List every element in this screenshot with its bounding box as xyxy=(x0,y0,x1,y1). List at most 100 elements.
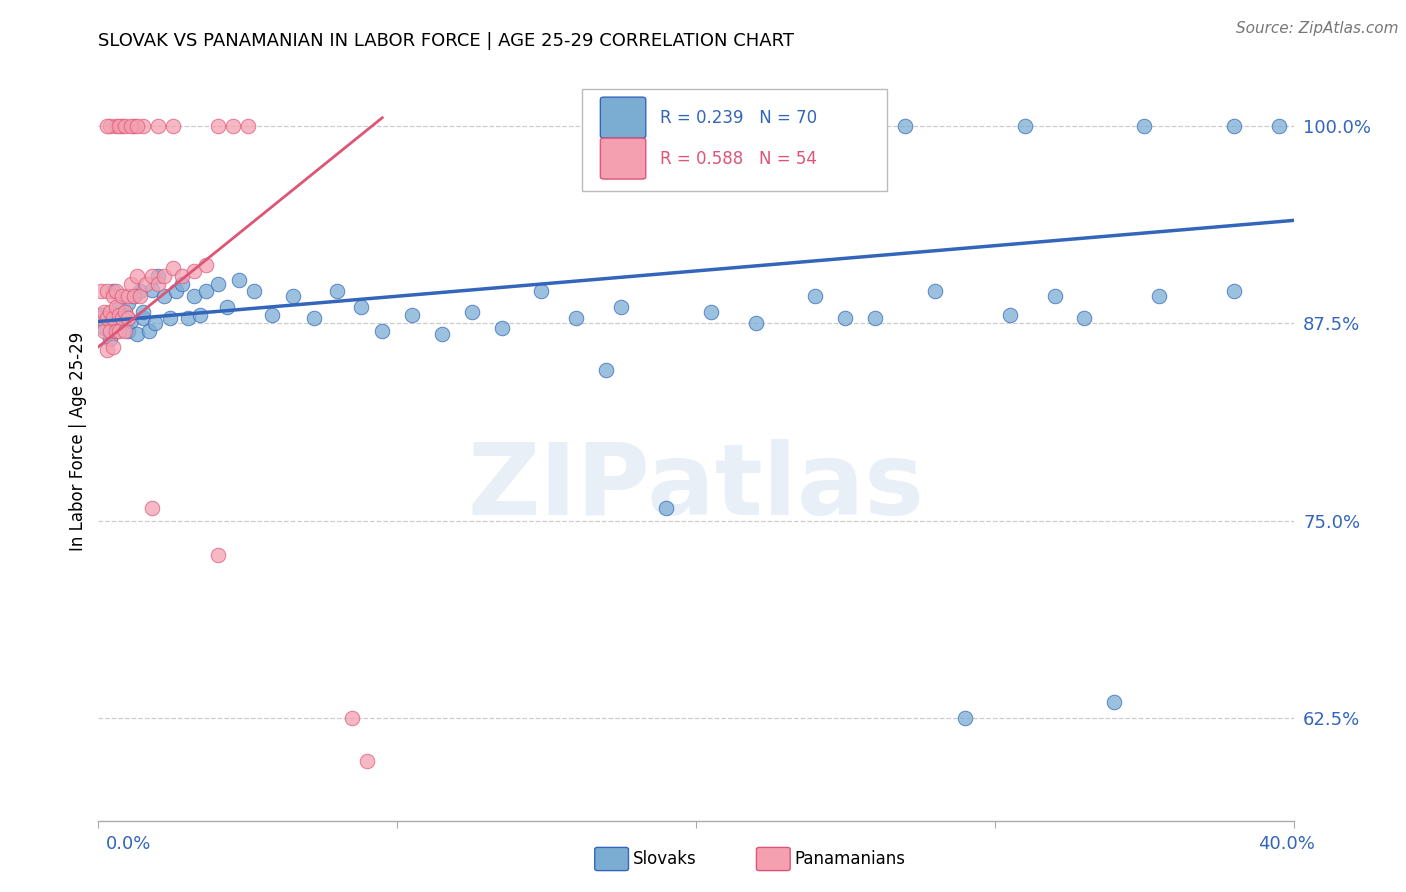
FancyBboxPatch shape xyxy=(582,89,887,191)
Point xyxy=(1267,119,1289,133)
Point xyxy=(114,305,136,319)
Point xyxy=(93,324,115,338)
Point xyxy=(148,119,170,133)
Point xyxy=(356,754,378,768)
Point xyxy=(172,268,194,283)
Point xyxy=(195,258,218,272)
Point xyxy=(714,119,737,133)
Point xyxy=(228,273,250,287)
Point xyxy=(1223,119,1246,133)
Point xyxy=(953,711,976,725)
Point xyxy=(117,295,139,310)
Text: 0.0%: 0.0% xyxy=(105,835,150,853)
Point xyxy=(103,340,125,354)
Point xyxy=(183,264,205,278)
Point xyxy=(1014,119,1036,133)
Point xyxy=(132,305,155,319)
Point xyxy=(117,289,139,303)
Point xyxy=(865,311,887,326)
Point xyxy=(260,308,283,322)
FancyBboxPatch shape xyxy=(595,847,628,871)
Point xyxy=(530,285,553,299)
Point xyxy=(302,311,325,326)
Point xyxy=(103,311,125,326)
Point xyxy=(595,363,617,377)
Point xyxy=(143,316,166,330)
Point xyxy=(98,119,122,133)
Point xyxy=(207,119,229,133)
Point xyxy=(127,268,149,283)
Point xyxy=(90,311,112,326)
Point xyxy=(700,305,723,319)
Point xyxy=(491,321,513,335)
Point xyxy=(924,285,946,299)
Point xyxy=(745,316,768,330)
Point xyxy=(108,308,131,322)
Point xyxy=(1147,289,1170,303)
Text: R = 0.588   N = 54: R = 0.588 N = 54 xyxy=(661,150,817,168)
Point xyxy=(93,321,115,335)
Point xyxy=(90,308,112,322)
Point xyxy=(103,289,125,303)
Point xyxy=(461,305,484,319)
Point xyxy=(998,308,1021,322)
Point xyxy=(96,311,118,326)
Point xyxy=(281,289,304,303)
Point xyxy=(141,283,163,297)
Point xyxy=(108,300,131,314)
Point xyxy=(105,300,128,314)
Point xyxy=(90,285,112,299)
Point xyxy=(114,324,136,338)
Point xyxy=(159,311,181,326)
Point xyxy=(371,324,394,338)
Point xyxy=(610,300,633,314)
Point xyxy=(93,305,115,319)
Point xyxy=(111,311,134,326)
Text: SLOVAK VS PANAMANIAN IN LABOR FORCE | AGE 25-29 CORRELATION CHART: SLOVAK VS PANAMANIAN IN LABOR FORCE | AG… xyxy=(98,32,794,50)
Point xyxy=(111,289,134,303)
Point xyxy=(894,119,917,133)
Point xyxy=(105,324,128,338)
FancyBboxPatch shape xyxy=(756,847,790,871)
Text: R = 0.239   N = 70: R = 0.239 N = 70 xyxy=(661,109,817,127)
Point xyxy=(98,324,122,338)
Point xyxy=(162,260,184,275)
Point xyxy=(195,285,218,299)
Point xyxy=(127,119,149,133)
Point xyxy=(1133,119,1156,133)
Point xyxy=(215,300,238,314)
FancyBboxPatch shape xyxy=(600,97,645,138)
Point xyxy=(401,308,423,322)
Point xyxy=(96,285,118,299)
Point xyxy=(153,289,176,303)
Point xyxy=(117,324,139,338)
Text: Slovaks: Slovaks xyxy=(633,850,696,868)
Point xyxy=(183,289,205,303)
Text: Panamanians: Panamanians xyxy=(794,850,905,868)
Point xyxy=(124,289,146,303)
Point xyxy=(350,300,373,314)
Point xyxy=(655,119,678,133)
Point xyxy=(804,289,827,303)
Point xyxy=(207,549,229,563)
Point xyxy=(172,277,194,291)
Point xyxy=(120,119,142,133)
Point xyxy=(135,277,157,291)
Point xyxy=(207,277,229,291)
Y-axis label: In Labor Force | Age 25-29: In Labor Force | Age 25-29 xyxy=(69,332,87,551)
Point xyxy=(108,119,131,133)
Point xyxy=(124,119,146,133)
Point xyxy=(114,119,136,133)
Point xyxy=(243,285,266,299)
Point xyxy=(111,311,134,326)
Point xyxy=(165,285,187,299)
Point xyxy=(132,311,155,326)
Point xyxy=(430,327,453,342)
Point xyxy=(177,311,200,326)
Point xyxy=(114,305,136,319)
Point xyxy=(1073,311,1095,326)
Point xyxy=(138,324,160,338)
Point xyxy=(108,316,131,330)
Point xyxy=(129,289,152,303)
Point xyxy=(148,277,170,291)
